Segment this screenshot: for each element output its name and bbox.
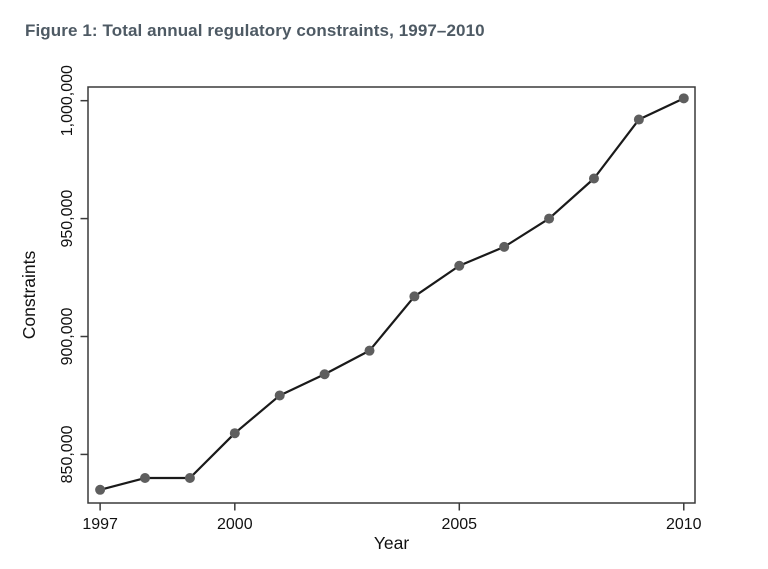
data-point	[544, 213, 555, 224]
y-tick-label: 1,000,000	[59, 65, 76, 136]
series-line	[99, 97, 685, 491]
data-point	[633, 114, 644, 125]
x-axis-label: Year	[374, 533, 410, 553]
x-tick-label: 2010	[666, 516, 702, 533]
data-point	[588, 173, 599, 184]
x-tick-label: 1997	[82, 516, 118, 533]
x-tick-label: 2005	[441, 516, 477, 533]
data-point	[409, 291, 420, 302]
data-point	[274, 390, 285, 401]
data-point	[95, 484, 106, 495]
figure-title: Figure 1: Total annual regulatory constr…	[25, 21, 485, 40]
y-tick-label: 950,000	[59, 190, 76, 248]
y-tick-label: 900,000	[59, 307, 76, 365]
data-point	[140, 473, 151, 484]
data-point	[454, 260, 465, 271]
data-point	[229, 428, 240, 439]
y-axis-label: Constraints	[19, 250, 39, 339]
data-point	[319, 369, 330, 380]
data-point	[184, 473, 195, 484]
x-tick-label: 2000	[217, 516, 253, 533]
plot-border	[87, 86, 696, 504]
y-tick-label: 850,000	[59, 425, 76, 483]
data-point	[678, 93, 689, 104]
data-point	[364, 345, 375, 356]
data-point	[499, 241, 510, 252]
